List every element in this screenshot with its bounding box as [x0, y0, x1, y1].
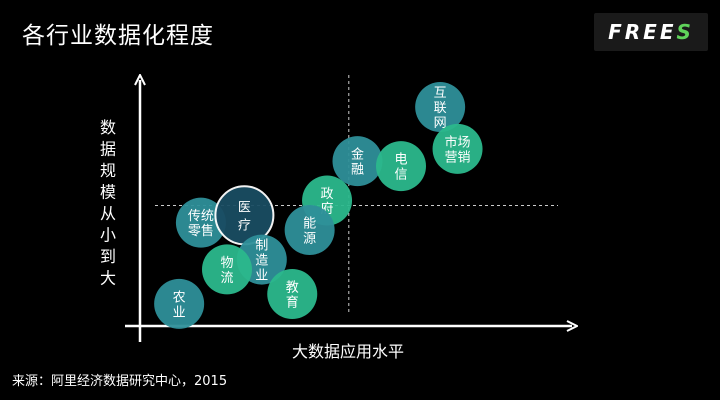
- bubble-label: 医疗: [238, 200, 251, 233]
- bubble-label: 互联网: [434, 86, 447, 131]
- bubble-label: 农业: [173, 290, 186, 320]
- bubble-circle: [154, 278, 205, 329]
- bubble-label: 电信: [394, 153, 407, 183]
- bubble-4: 电信: [376, 141, 426, 192]
- bubble-6: 能源: [284, 205, 335, 256]
- bubble-label: 教育: [286, 280, 299, 311]
- source-note: 来源：阿里经济数据研究中心，2015: [12, 374, 228, 389]
- bubble-2: 市场营销: [432, 123, 483, 174]
- bubble-1: 互联网: [415, 82, 466, 133]
- bubble-circle: [202, 244, 252, 295]
- brand-logo: FREE S: [594, 13, 708, 51]
- logo-accent-letter: S: [676, 20, 694, 44]
- bubble-circle: [267, 269, 318, 320]
- bubble-label: 传统零售: [188, 209, 214, 239]
- x-axis-label: 大数据应用水平: [292, 342, 404, 361]
- y-axis-label: 数据规模从小到大: [100, 118, 116, 288]
- bubble-label: 市场营销: [445, 134, 471, 165]
- bubble-circle: [332, 136, 383, 187]
- bubble-3: 金融: [332, 136, 383, 187]
- bubble-circle: [376, 141, 426, 192]
- bubble-label: 物流: [220, 256, 233, 286]
- bubble-circle: [432, 123, 483, 174]
- bubble-label: 制造业: [255, 239, 268, 284]
- bubble-12: 农业: [154, 278, 205, 329]
- bubble-circle: [175, 197, 226, 248]
- bubble-11: 教育: [267, 269, 318, 320]
- page-title: 各行业数据化程度: [22, 23, 214, 49]
- bubble-label: 金融: [351, 147, 364, 178]
- bubble-label: 能源: [303, 217, 316, 247]
- logo-prefix: FREE: [608, 20, 677, 44]
- bubble-circle: [284, 205, 335, 256]
- bubble-7: 传统零售: [175, 197, 226, 248]
- bubble-8: 医疗: [214, 185, 275, 246]
- bubble-10: 物流: [202, 244, 252, 295]
- bubble-circle: [415, 82, 466, 133]
